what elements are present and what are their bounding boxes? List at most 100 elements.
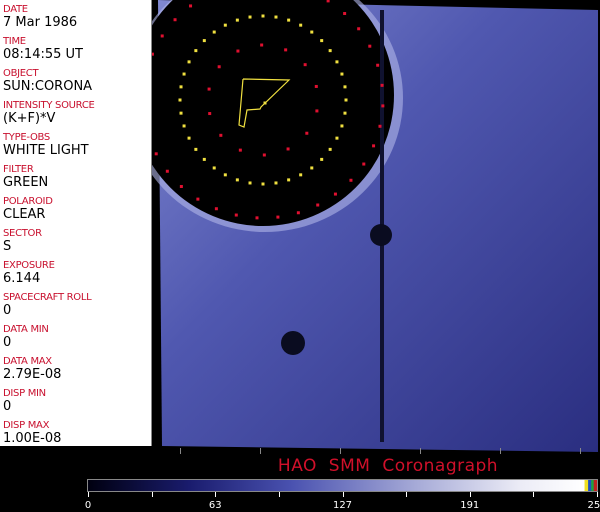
field-label: DATE [3,4,28,15]
yellow-marker [182,124,186,128]
red-marker [208,112,212,116]
field-label: DATA MIN [3,324,49,335]
field-value: 2.79E-08 [3,367,62,382]
yellow-marker [223,173,227,177]
colorbar-tick [215,492,217,497]
field-spacecraft-roll: SPACECRAFT ROLL 0 [3,292,92,318]
yellow-marker [235,18,239,22]
field-label: TYPE-OBS [3,132,50,143]
field-value: S [3,239,12,254]
field-value: 7 Mar 1986 [3,15,78,30]
yellow-marker [248,181,252,185]
field-label: SPACECRAFT ROLL [3,292,92,303]
yellow-marker [274,181,278,185]
red-marker [303,63,307,67]
occulter-disk [152,0,394,226]
yellow-marker [179,85,183,89]
yellow-marker [328,147,332,151]
field-label: DISP MIN [3,388,46,399]
red-marker [378,124,382,128]
yellow-marker [320,39,324,43]
red-marker [376,63,380,67]
field-time: TIME 08:14:55 UT [3,36,83,62]
yellow-marker [335,60,339,64]
red-marker [326,0,330,3]
yellow-marker [223,23,227,27]
yellow-marker [287,18,291,22]
axis-tick [340,448,341,454]
yellow-marker [187,60,191,64]
yellow-marker [235,178,239,182]
field-value: (K+F)*V [3,111,56,126]
field-type-obs: TYPE-OBS WHITE LIGHT [3,132,89,158]
field-filter: FILTER GREEN [3,164,48,190]
colorbar-tick [151,492,153,497]
red-marker [255,216,259,220]
coronagraph-image[interactable] [152,0,600,460]
field-value: 0 [3,399,12,414]
field-data-max: DATA MAX 2.79E-08 [3,356,61,382]
yellow-marker [274,15,278,19]
yellow-marker [187,136,191,140]
yellow-marker [202,157,206,161]
red-marker [234,213,238,217]
field-label: SECTOR [3,228,42,239]
field-label: TIME [3,36,26,47]
colorbar-tick [88,492,89,497]
colorbar-tick-label: 191 [460,500,480,511]
field-value: 0 [3,335,12,350]
red-marker [154,152,158,156]
field-value: 6.144 [3,271,41,286]
red-marker [380,83,384,87]
field-label: OBJECT [3,68,39,79]
yellow-marker [299,173,303,177]
field-label: POLAROID [3,196,53,207]
colorbar-tick [278,492,280,497]
plot-title: HAO SMM Coronagraph [277,456,499,476]
yellow-marker [343,85,347,89]
red-marker [196,197,200,201]
red-marker [284,48,288,52]
axis-tick [420,448,421,454]
red-marker [276,215,280,219]
yellow-marker [248,15,252,19]
red-marker [315,109,319,113]
field-label: DISP MAX [3,420,50,431]
yellow-marker [212,30,216,34]
red-marker [260,43,264,47]
red-marker [349,178,353,182]
yellow-marker [287,178,291,182]
field-label: FILTER [3,164,34,175]
yellow-marker [310,166,314,170]
yellow-marker [340,124,344,128]
red-marker [381,104,385,108]
yellow-marker [202,39,206,43]
field-value: 0 [3,303,12,318]
axis-tick [500,448,501,454]
red-marker [173,18,177,22]
yellow-marker [178,98,182,102]
yellow-marker [299,23,303,27]
colorbar-tick-label: 63 [208,500,222,511]
colorbar-tick [597,492,598,497]
yellow-marker [340,72,344,76]
field-data-min: DATA MIN 0 [3,324,49,350]
colorbar-tick [406,492,408,497]
yellow-marker [261,182,265,186]
colorbar-tick [533,492,535,497]
pylon-blob [370,224,392,246]
red-marker [372,144,376,148]
red-marker [189,4,193,8]
red-marker [214,207,218,211]
red-marker [238,148,242,152]
red-marker [286,147,290,151]
red-marker [236,49,240,53]
yellow-marker [182,72,186,76]
red-marker [343,12,347,16]
colorbar-tick-label: 0 [84,500,92,511]
field-object: OBJECT SUN:CORONA [3,68,92,94]
yellow-marker [261,14,265,18]
field-polaroid: POLAROID CLEAR [3,196,53,222]
red-marker [165,169,169,173]
yellow-marker [343,111,347,115]
